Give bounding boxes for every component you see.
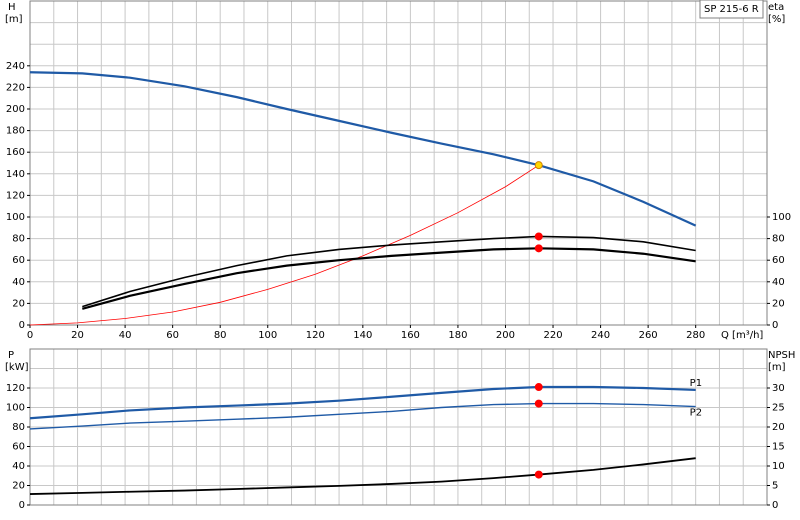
y-axis-label: P — [8, 350, 14, 361]
y2-tick-label: 100 — [772, 212, 791, 223]
x-tick-label: 120 — [306, 330, 325, 341]
series-line — [29, 402, 696, 430]
series-line — [82, 247, 696, 310]
x-tick-label: 80 — [214, 330, 227, 341]
y2-tick-label: 40 — [772, 277, 785, 288]
y-tick-label: 40 — [12, 277, 25, 288]
title-box — [699, 0, 764, 19]
operating-point — [534, 399, 543, 408]
y-axis-label: H — [8, 2, 16, 13]
y-tick-label: 200 — [6, 104, 25, 115]
series-line — [29, 385, 696, 420]
operating-point — [534, 244, 543, 253]
y-tick-label: 60 — [12, 255, 25, 266]
plot-frame — [29, 0, 768, 326]
y2-axis-label: eta — [768, 2, 784, 13]
x-tick-label: 180 — [448, 330, 467, 341]
y-tick-label: 20 — [12, 298, 25, 309]
operating-point — [534, 161, 543, 170]
y2-tick-label: 80 — [772, 234, 785, 245]
series-line — [82, 235, 696, 308]
y-axis-unit: [m] — [5, 14, 23, 25]
y-tick-label: 80 — [12, 422, 25, 433]
y2-tick-label: 25 — [772, 403, 785, 414]
y-tick-label: 60 — [12, 442, 25, 453]
x-axis-label: Q [m³/h] — [721, 330, 763, 341]
y-tick-label: 180 — [6, 126, 25, 137]
y-tick-label: 40 — [12, 461, 25, 472]
y2-tick-label: 5 — [772, 481, 778, 492]
y-tick-label: 0 — [19, 320, 25, 331]
x-tick-label: 260 — [639, 330, 658, 341]
y-tick-label: 140 — [6, 169, 25, 180]
x-tick-label: 0 — [27, 330, 33, 341]
series-line — [29, 71, 697, 227]
y2-tick-label: 0 — [772, 320, 778, 331]
y2-axis-unit: [%] — [768, 14, 785, 25]
y2-tick-label: 60 — [772, 255, 785, 266]
series-label: P2 — [690, 408, 702, 419]
x-tick-label: 60 — [166, 330, 179, 341]
y-tick-label: 100 — [6, 212, 25, 223]
x-tick-label: 40 — [119, 330, 132, 341]
y2-axis-label: NPSH — [768, 350, 795, 361]
y-tick-label: 0 — [19, 500, 25, 511]
y2-axis-unit: [m] — [768, 362, 786, 373]
x-tick-label: 240 — [591, 330, 610, 341]
operating-point — [534, 470, 543, 479]
y-axis-unit: [kW] — [5, 362, 29, 373]
chart-title: SP 215-6 R — [704, 4, 759, 15]
y2-tick-label: 30 — [772, 383, 785, 394]
y-tick-label: 100 — [6, 403, 25, 414]
series-label: P1 — [690, 378, 702, 389]
operating-point — [534, 383, 543, 392]
y-tick-label: 20 — [12, 481, 25, 492]
y2-tick-label: 20 — [772, 298, 785, 309]
y2-tick-label: 0 — [772, 500, 778, 511]
series-line — [29, 457, 696, 495]
series-line — [29, 164, 539, 326]
x-tick-label: 100 — [258, 330, 277, 341]
y-tick-label: 80 — [12, 234, 25, 245]
x-tick-label: 20 — [71, 330, 84, 341]
y-tick-label: 120 — [6, 383, 25, 394]
operating-point — [534, 232, 543, 241]
y-tick-label: 160 — [6, 147, 25, 158]
y2-tick-label: 10 — [772, 461, 785, 472]
y-tick-label: 120 — [6, 190, 25, 201]
x-tick-label: 280 — [686, 330, 705, 341]
y-tick-label: 220 — [6, 82, 25, 93]
x-tick-label: 160 — [401, 330, 420, 341]
x-tick-label: 140 — [353, 330, 372, 341]
x-tick-label: 220 — [543, 330, 562, 341]
y2-tick-label: 15 — [772, 442, 785, 453]
x-tick-label: 200 — [496, 330, 515, 341]
y-tick-label: 240 — [6, 61, 25, 72]
y2-tick-label: 20 — [772, 422, 785, 433]
